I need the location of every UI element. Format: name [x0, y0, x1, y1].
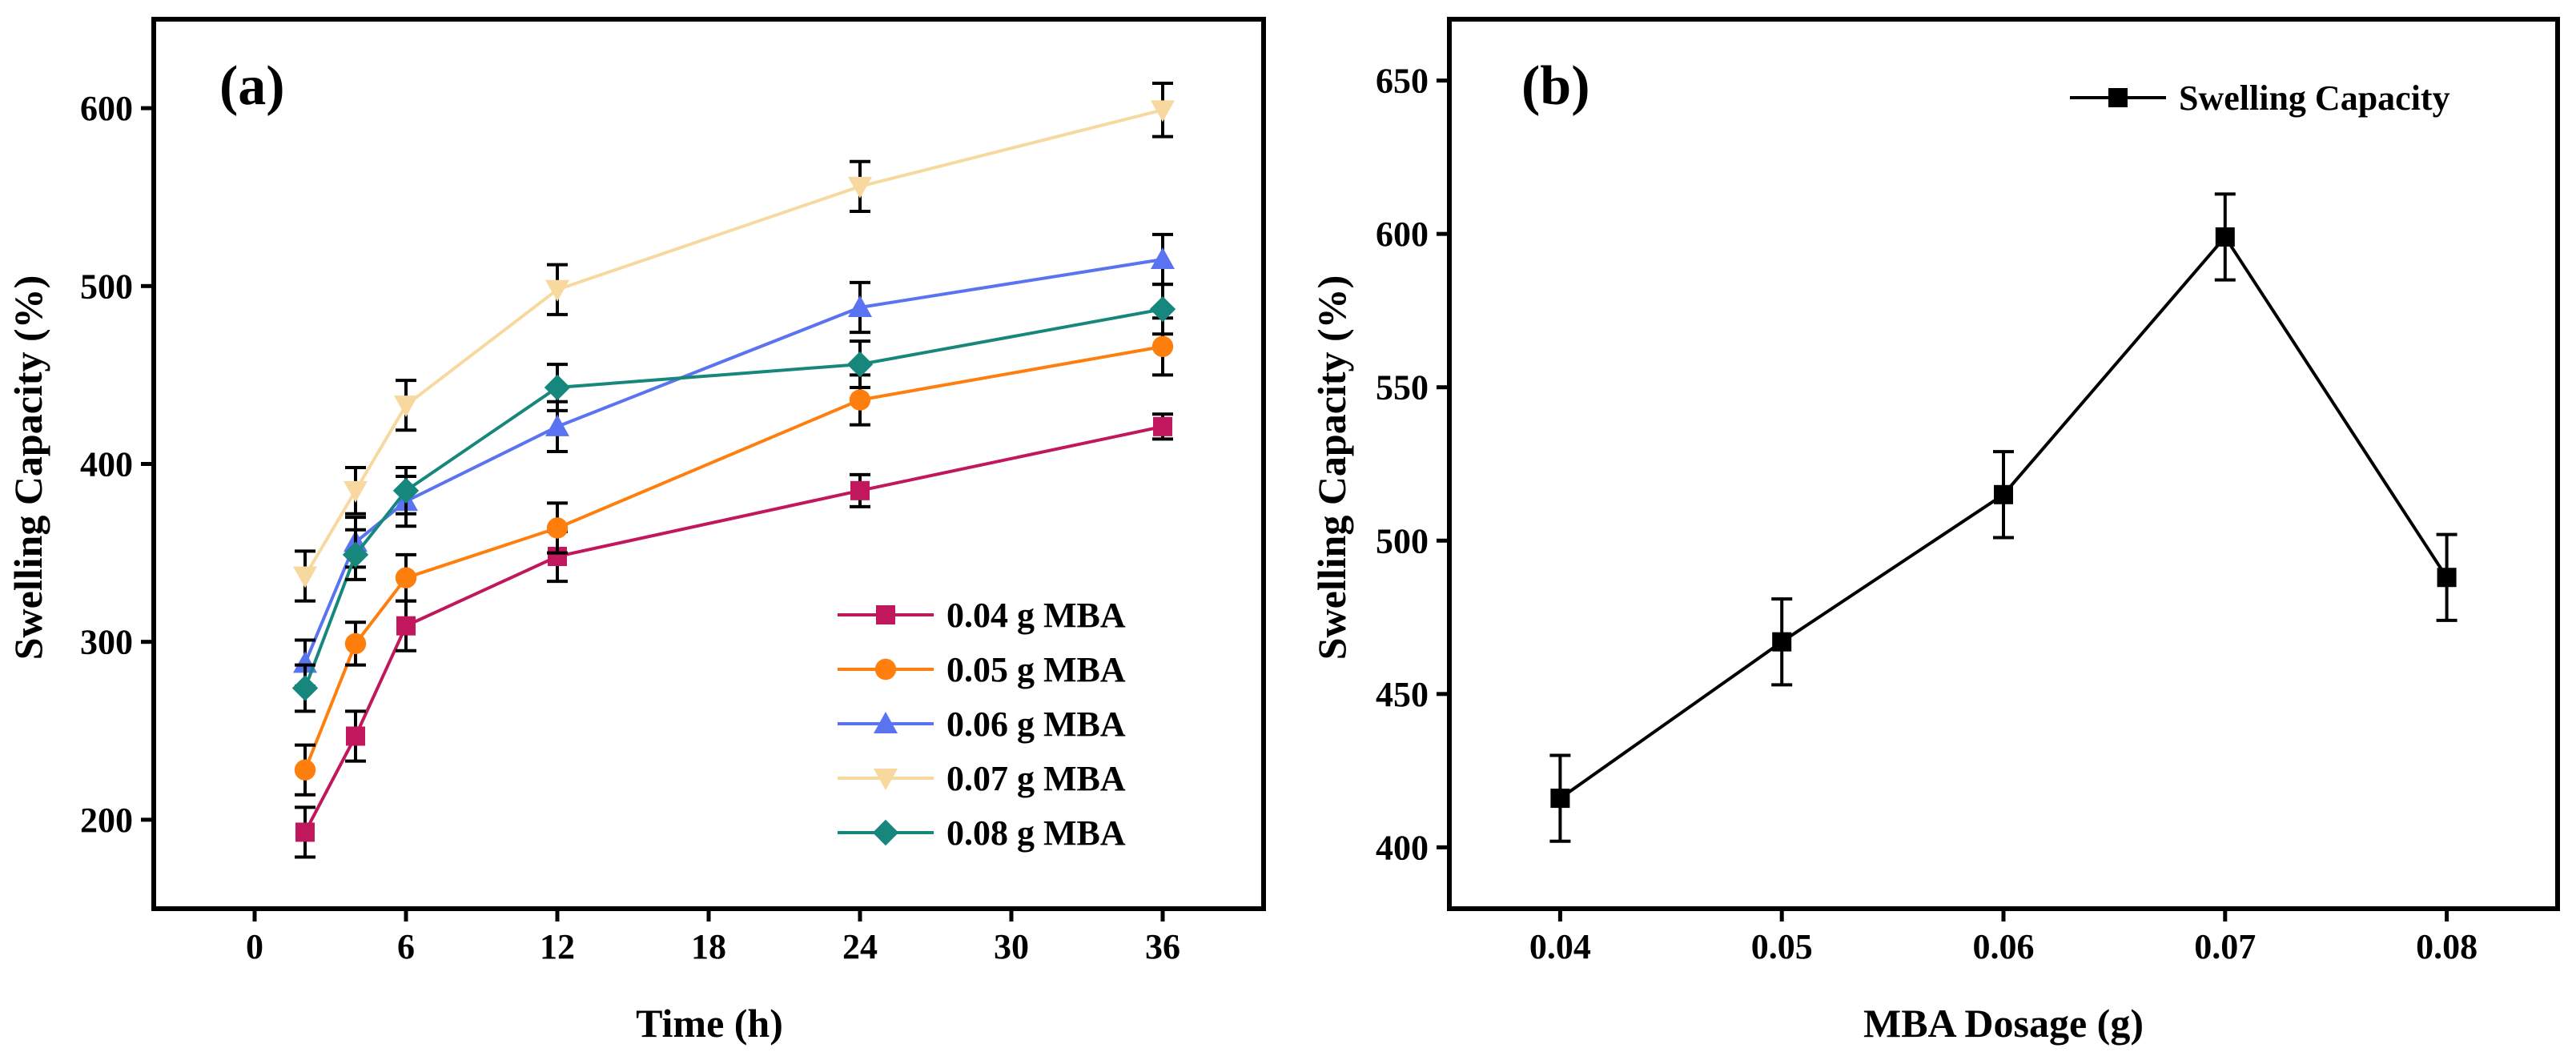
a-y-tick-label: 600: [80, 89, 133, 128]
a-series-0-06-g-mba-point: [293, 651, 317, 673]
b-x-tick-label: 0.07: [2194, 927, 2256, 966]
a-series-0-04-g-mba-line: [303, 424, 1163, 833]
a-series-0-07-g-mba-point: [293, 566, 317, 588]
a-series-0-08-g-mba-point: [392, 477, 420, 504]
panel-b-label: (b): [1521, 55, 1590, 117]
a-series-0-04-g-mba-point: [1153, 416, 1172, 436]
a-x-tick-label: 36: [1145, 927, 1180, 966]
a-y-tick-label: 400: [80, 445, 133, 484]
a-series-0-07-g-mba-point: [1151, 100, 1175, 122]
a-x-tick-label: 30: [994, 927, 1029, 966]
b-y-tick-label: 500: [1376, 521, 1429, 560]
a-series-0-07-g-mba-point: [394, 395, 418, 418]
a-series-0-05-g-mba-point: [1151, 335, 1174, 358]
a-legend-marker: [874, 712, 898, 733]
panel-b-series: [1549, 192, 2457, 843]
b-series-swelling-capacity-point: [2215, 227, 2235, 247]
b-series-swelling-capacity-point: [1550, 789, 1570, 809]
b-legend-marker: [2108, 88, 2128, 107]
a-x-tick-label: 24: [842, 927, 878, 966]
a-series-0-05-g-mba-point: [546, 517, 569, 539]
b-y-tick-label: 450: [1376, 675, 1429, 714]
a-x-tick-label: 12: [540, 927, 575, 966]
a-series-0-04-g-mba-point: [850, 480, 870, 500]
b-y-tick-label: 550: [1376, 368, 1429, 408]
a-series-0-07-g-mba-point: [545, 279, 569, 302]
a-legend-label: 0.04 g MBA: [946, 596, 1126, 635]
a-series-0-07-g-mba-point: [344, 480, 368, 503]
b-legend-label: Swelling Capacity: [2179, 78, 2450, 118]
a-legend-label: 0.08 g MBA: [946, 813, 1126, 853]
a-series-0-06-g-mba-point: [545, 414, 569, 436]
a-x-tick-label: 0: [246, 927, 263, 966]
a-series-0-04-g-mba-point: [396, 616, 416, 636]
a-legend-marker: [872, 819, 899, 846]
a-series-0-06-g-mba-point: [1151, 247, 1175, 269]
a-series-0-05-g-mba-point: [344, 632, 367, 655]
b-y-tick-label: 600: [1376, 215, 1429, 254]
a-series-0-05-g-mba: [294, 316, 1174, 797]
a-y-tick-label: 200: [80, 801, 133, 840]
a-legend-marker: [874, 769, 898, 790]
a-series-0-07-g-mba-line: [303, 108, 1163, 577]
a-series-0-08-g-mba-point: [342, 541, 369, 568]
panel-a-ticks: 0 6 12 18 24 30 36 200 300 400 500 600: [80, 89, 1180, 966]
a-legend-label: 0.07 g MBA: [946, 759, 1126, 798]
b-series-swelling-capacity-point: [1994, 484, 2013, 504]
a-series-0-06-g-mba-point: [848, 295, 872, 317]
panel-a-y-axis-label: Swelling Capacity (%): [6, 275, 50, 660]
b-x-tick-label: 0.06: [1973, 927, 2035, 966]
a-series-0-06-g-mba-line: [303, 257, 1163, 665]
a-x-tick-label: 6: [397, 927, 415, 966]
panel-b-ticks: 0.04 0.05 0.06 0.07 0.08 400 450 500 550 600 650: [1376, 62, 2478, 966]
a-series-0-05-g-mba-point: [849, 389, 871, 411]
a-series-0-08-g-mba-point: [846, 351, 874, 378]
a-series-0-05-g-mba-point: [395, 567, 417, 588]
b-series-swelling-capacity-point: [1772, 632, 1792, 652]
panel-a-series: [291, 81, 1176, 859]
a-legend-marker: [876, 605, 895, 624]
a-series-0-07-g-mba: [293, 81, 1175, 603]
b-series-swelling-capacity: [1549, 192, 2457, 843]
a-series-0-05-g-mba-point: [294, 759, 316, 781]
a-series-0-08-g-mba-line: [303, 307, 1163, 689]
a-series-0-04-g-mba-point: [346, 726, 365, 746]
b-series-swelling-capacity-point: [2437, 568, 2457, 588]
panel-a-legend: 0.04 g MBA 0.05 g MBA 0.06 g MBA 0.07 g MBA…: [838, 596, 1126, 853]
panel-b: 0.04 0.05 0.06 0.07 0.08 400 450 500 550 600 650 S…: [1309, 17, 2560, 1046]
a-series-0-07-g-mba-point: [848, 176, 872, 199]
a-legend-label: 0.06 g MBA: [946, 705, 1126, 744]
panel-a-label: (a): [219, 55, 285, 117]
a-x-tick-label: 18: [691, 927, 726, 966]
a-legend-label: 0.05 g MBA: [946, 650, 1126, 689]
b-y-tick-label: 400: [1376, 828, 1429, 867]
b-x-tick-label: 0.05: [1751, 927, 1813, 966]
a-y-tick-label: 500: [80, 267, 133, 306]
panel-a-x-axis-label: Time (h): [636, 1001, 783, 1046]
a-series-0-08-g-mba-point: [291, 675, 319, 701]
a-series-0-08-g-mba-point: [544, 374, 571, 401]
a-legend-marker: [874, 658, 897, 681]
a-y-tick-label: 300: [80, 623, 133, 662]
panel-b-y-axis-label: Swelling Capacity (%): [1309, 275, 1354, 660]
panel-b-legend: Swelling Capacity: [2070, 78, 2450, 118]
a-series-0-04-g-mba-point: [295, 822, 315, 842]
a-series-0-08-g-mba: [291, 283, 1176, 713]
panel-b-x-axis-label: MBA Dosage (g): [1863, 1001, 2144, 1046]
b-y-tick-label: 650: [1376, 62, 1429, 101]
a-series-0-08-g-mba-point: [1149, 295, 1176, 323]
b-x-tick-label: 0.04: [1529, 927, 1591, 966]
b-x-tick-label: 0.08: [2416, 927, 2478, 966]
